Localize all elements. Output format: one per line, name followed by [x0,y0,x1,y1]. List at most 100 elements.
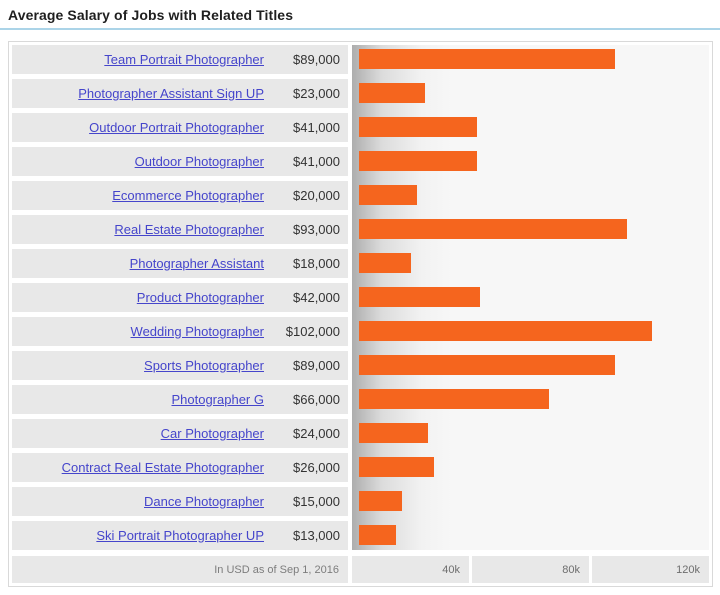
bar-cell [352,147,709,176]
salary-value: $18,000 [293,256,340,271]
table-row: Product Photographer $42,000 [12,283,709,312]
job-link-wrap: Product Photographer [18,289,264,307]
job-link-wrap: Outdoor Photographer [18,153,264,171]
job-label-cell: Photographer G $66,000 [12,385,348,414]
salary-bar [359,185,417,205]
table-row: Team Portrait Photographer $89,000 [12,45,709,74]
job-title-link[interactable]: Ecommerce Photographer [112,187,264,203]
salary-bar [359,355,615,375]
bar-cell [352,113,709,142]
job-label-cell: Ski Portrait Photographer UP $13,000 [12,521,348,550]
table-row: Outdoor Portrait Photographer $41,000 [12,113,709,142]
salary-bar [359,457,434,477]
salary-bar [359,219,627,239]
table-row: Photographer G $66,000 [12,385,709,414]
job-title-link[interactable]: Photographer G [171,391,264,407]
salary-value: $102,000 [285,324,340,339]
job-link-wrap: Sports Photographer [18,357,264,375]
job-link-wrap: Dance Photographer [18,493,264,511]
x-axis-tick-80k: 80k [472,556,589,583]
job-label-cell: Team Portrait Photographer $89,000 [12,45,348,74]
table-row: Contract Real Estate Photographer $26,00… [12,453,709,482]
table-row: Real Estate Photographer $93,000 [12,215,709,244]
bar-cell [352,351,709,380]
salary-value: $89,000 [293,358,340,373]
salary-value: $93,000 [293,222,340,237]
table-row: Dance Photographer $15,000 [12,487,709,516]
bar-cell [352,79,709,108]
job-title-link[interactable]: Wedding Photographer [130,323,264,339]
job-title-link[interactable]: Car Photographer [160,425,264,441]
salary-value: $24,000 [293,426,340,441]
job-title-link[interactable]: Contract Real Estate Photographer [61,459,264,475]
table-row: Photographer Assistant $18,000 [12,249,709,278]
bar-cell [352,45,709,74]
salary-value: $66,000 [293,392,340,407]
job-link-wrap: Ski Portrait Photographer UP [18,527,264,545]
job-link-wrap: Car Photographer [18,425,264,443]
salary-bar [359,117,477,137]
job-link-wrap: Wedding Photographer [18,323,264,341]
salary-value: $41,000 [293,154,340,169]
job-label-cell: Contract Real Estate Photographer $26,00… [12,453,348,482]
job-label-cell: Sports Photographer $89,000 [12,351,348,380]
x-axis-tick-40k: 40k [352,556,469,583]
bar-cell [352,317,709,346]
job-title-link[interactable]: Outdoor Portrait Photographer [89,119,264,135]
salary-value: $15,000 [293,494,340,509]
page-title: Average Salary of Jobs with Related Titl… [8,7,294,23]
job-title-link[interactable]: Sports Photographer [144,357,264,373]
salary-bar [359,321,653,341]
bar-cell [352,181,709,210]
salary-bar [359,253,411,273]
job-label-cell: Real Estate Photographer $93,000 [12,215,348,244]
salary-value: $42,000 [293,290,340,305]
x-axis-tick-120k: 120k [592,556,709,583]
job-label-cell: Product Photographer $42,000 [12,283,348,312]
job-link-wrap: Photographer Assistant Sign UP [18,85,264,103]
salary-bar [359,83,426,103]
job-label-cell: Car Photographer $24,000 [12,419,348,448]
chart-rows: Team Portrait Photographer $89,000 Photo… [12,45,709,550]
bar-cell [352,249,709,278]
table-row: Outdoor Photographer $41,000 [12,147,709,176]
job-label-cell: Photographer Assistant $18,000 [12,249,348,278]
job-link-wrap: Photographer G [18,391,264,409]
bar-cell [352,215,709,244]
job-link-wrap: Real Estate Photographer [18,221,264,239]
job-label-cell: Ecommerce Photographer $20,000 [12,181,348,210]
bar-cell [352,283,709,312]
job-title-link[interactable]: Ski Portrait Photographer UP [96,527,264,543]
job-title-link[interactable]: Real Estate Photographer [114,221,264,237]
salary-bar [359,525,397,545]
salary-bar [359,287,480,307]
salary-value: $89,000 [293,52,340,67]
chart-footer: In USD as of Sep 1, 2016 40k 80k 120k [12,556,709,583]
job-title-link[interactable]: Dance Photographer [144,493,264,509]
salary-value: $41,000 [293,120,340,135]
salary-value: $26,000 [293,460,340,475]
salary-bar [359,491,403,511]
job-label-cell: Wedding Photographer $102,000 [12,317,348,346]
job-link-wrap: Contract Real Estate Photographer [18,459,264,477]
job-label-cell: Outdoor Portrait Photographer $41,000 [12,113,348,142]
job-title-link[interactable]: Outdoor Photographer [134,153,264,169]
table-row: Car Photographer $24,000 [12,419,709,448]
job-title-link[interactable]: Photographer Assistant Sign UP [78,85,264,101]
table-row: Sports Photographer $89,000 [12,351,709,380]
salary-bar [359,151,477,171]
salary-value: $23,000 [293,86,340,101]
job-title-link[interactable]: Team Portrait Photographer [104,51,264,67]
job-title-link[interactable]: Product Photographer [136,289,264,305]
salary-value: $20,000 [293,188,340,203]
table-row: Ecommerce Photographer $20,000 [12,181,709,210]
job-link-wrap: Ecommerce Photographer [18,187,264,205]
salary-bar [359,49,615,69]
bar-cell [352,487,709,516]
salary-bar [359,423,428,443]
bar-cell [352,385,709,414]
job-link-wrap: Outdoor Portrait Photographer [18,119,264,137]
x-axis: 40k 80k 120k [352,556,709,583]
job-title-link[interactable]: Photographer Assistant [129,255,264,271]
table-row: Wedding Photographer $102,000 [12,317,709,346]
